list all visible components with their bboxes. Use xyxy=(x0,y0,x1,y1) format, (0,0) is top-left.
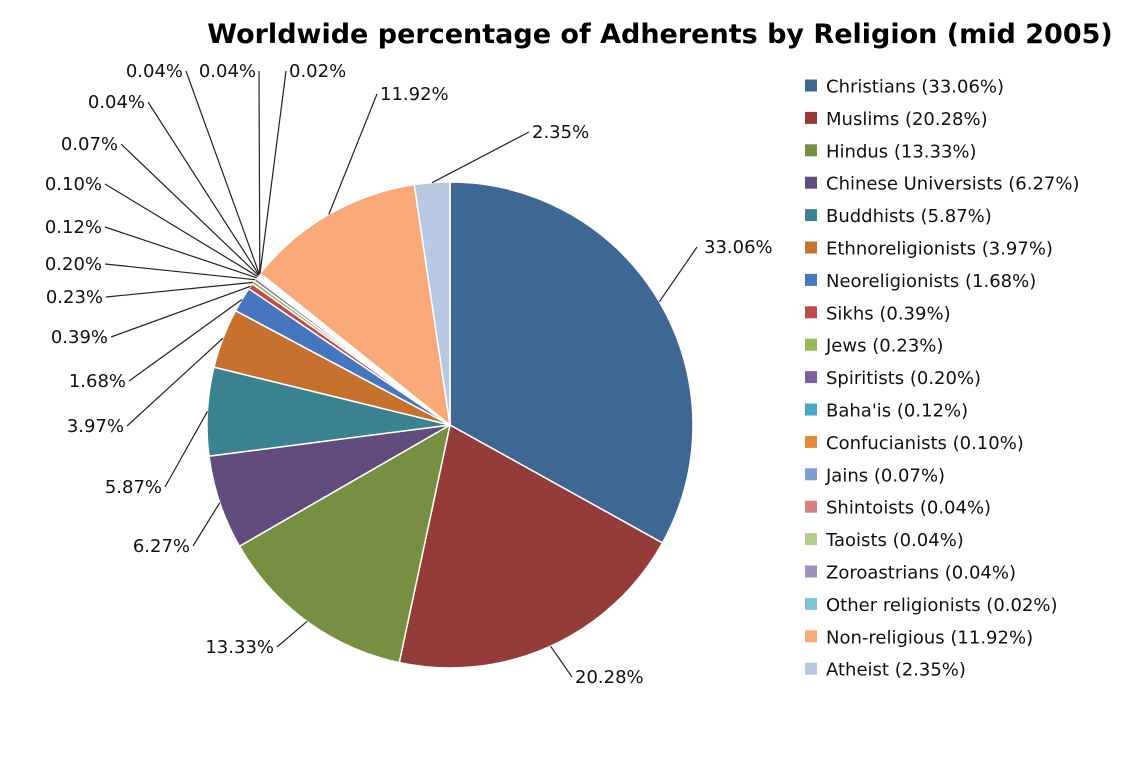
data-label: 0.23% xyxy=(46,287,103,308)
leader-line xyxy=(104,183,259,278)
leader-line xyxy=(658,246,698,303)
data-label: 0.12% xyxy=(45,217,102,238)
legend-swatch xyxy=(805,403,817,416)
leader-line xyxy=(104,263,256,281)
leader-line xyxy=(147,101,260,276)
data-label: 13.33% xyxy=(205,637,274,658)
legend-label: Atheist (2.35%) xyxy=(826,660,966,681)
legend-label: Sikhs (0.39%) xyxy=(826,303,951,324)
legend-swatch xyxy=(805,371,817,384)
legend-label: Taoists (0.04%) xyxy=(825,530,964,551)
legend-swatch xyxy=(805,241,817,254)
leader-line xyxy=(550,645,573,678)
data-label: 3.97% xyxy=(67,416,124,437)
legend-label: Jains (0.07%) xyxy=(825,465,945,486)
pie-slice-atheist xyxy=(413,181,451,426)
legend-swatch xyxy=(805,565,817,578)
legend-label: Baha'is (0.12%) xyxy=(826,401,968,422)
leader-line xyxy=(259,70,287,274)
legend-swatch xyxy=(805,79,817,92)
leader-line xyxy=(105,281,254,298)
data-label: 11.92% xyxy=(380,84,449,105)
chart-title: Worldwide percentage of Adherents by Rel… xyxy=(207,19,1112,50)
legend-label: Buddhists (5.87%) xyxy=(826,206,992,227)
legend-label: Ethnoreligionists (3.97%) xyxy=(826,239,1053,260)
legend-swatch xyxy=(805,144,817,157)
leader-line xyxy=(185,70,260,275)
data-label: 0.10% xyxy=(45,174,102,195)
legend-swatch xyxy=(805,306,817,319)
leader-line xyxy=(258,70,261,274)
legend-swatch xyxy=(805,273,817,286)
leader-line xyxy=(431,131,530,184)
legend-swatch xyxy=(805,630,817,643)
leader-line xyxy=(164,411,208,488)
legend-swatch xyxy=(805,533,817,546)
data-label: 2.35% xyxy=(532,122,589,143)
legend-label: Jews (0.23%) xyxy=(825,336,943,357)
data-label: 6.27% xyxy=(133,536,190,557)
legend-swatch xyxy=(805,662,817,675)
legend-label: Shintoists (0.04%) xyxy=(826,498,991,519)
legend-swatch xyxy=(805,500,817,513)
pie-slice-christians xyxy=(449,181,694,544)
pie-slice-non-religious xyxy=(259,183,452,427)
legend-label: Spiritists (0.20%) xyxy=(826,368,981,389)
data-label: 0.04% xyxy=(126,61,183,82)
legend-swatch xyxy=(805,597,817,610)
leader-lines xyxy=(104,70,698,678)
legend-swatch xyxy=(805,209,817,222)
leader-line xyxy=(128,299,243,382)
leader-line xyxy=(120,143,259,276)
legend: Christians (33.06%) Muslims (20.28%) Hindu… xyxy=(805,77,1080,681)
pie-slice-muslims xyxy=(398,423,664,669)
data-label: 5.87% xyxy=(105,477,162,498)
legend-label: Hindus (13.33%) xyxy=(826,141,977,162)
legend-swatch xyxy=(805,176,817,189)
legend-swatch xyxy=(805,338,817,351)
legend-label: Confucianists (0.10%) xyxy=(826,433,1024,454)
data-label: 0.02% xyxy=(289,61,346,82)
data-label: 0.07% xyxy=(61,134,118,155)
data-label: 1.68% xyxy=(69,371,126,392)
legend-swatch xyxy=(805,468,817,481)
leader-line xyxy=(110,285,251,338)
data-labels: 33.06% 20.28% 13.33% 6.27% 5.87% 3.97% 1.68% 0.… xyxy=(45,61,773,688)
data-label: 20.28% xyxy=(575,667,644,688)
pie-slices xyxy=(206,181,694,669)
legend-label: Zoroastrians (0.04%) xyxy=(826,563,1016,584)
legend-label: Muslims (20.28%) xyxy=(826,109,988,130)
leader-line xyxy=(104,226,257,279)
legend-label: Neoreligionists (1.68%) xyxy=(826,271,1036,292)
data-label: 0.04% xyxy=(199,61,256,82)
leader-line xyxy=(276,620,308,648)
data-label: 33.06% xyxy=(704,237,773,258)
legend-label: Non-religious (11.92%) xyxy=(826,627,1033,648)
legend-label: Chinese Universists (6.27%) xyxy=(826,174,1080,195)
data-label: 0.04% xyxy=(88,92,145,113)
legend-label: Other religionists (0.02%) xyxy=(826,595,1058,616)
leader-line xyxy=(328,93,378,215)
data-label: 0.39% xyxy=(51,327,108,348)
data-label: 0.20% xyxy=(45,254,102,275)
legend-swatch xyxy=(805,111,817,124)
leader-line xyxy=(192,502,221,547)
leader-line xyxy=(126,337,224,427)
legend-swatch xyxy=(805,435,817,448)
legend-label: Christians (33.06%) xyxy=(826,77,1004,98)
